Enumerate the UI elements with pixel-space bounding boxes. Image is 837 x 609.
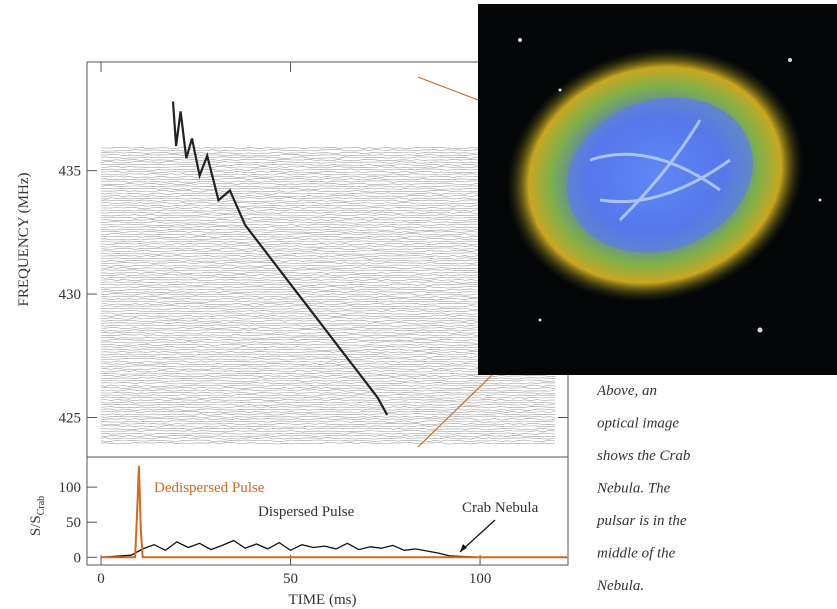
- annotation: Crab Nebula: [462, 500, 539, 516]
- y-tick-label: 435: [59, 164, 82, 180]
- y-tick-label: 430: [59, 287, 82, 303]
- caption-line: shows the Crab: [597, 448, 691, 464]
- caption-line: Nebula. The: [596, 481, 671, 497]
- y-axis-label-sub: Crab: [36, 496, 47, 515]
- x-axis-label: TIME (ms): [289, 592, 357, 608]
- caption-line: middle of the: [597, 546, 676, 562]
- y-tick-label: 425: [59, 411, 82, 427]
- y-tick-label: 100: [59, 480, 82, 496]
- caption-line: pulsar is in the: [596, 513, 687, 529]
- caption-line: Above, an: [596, 383, 657, 399]
- x-tick-label: 100: [469, 571, 492, 587]
- y-tick-label: 50: [66, 515, 81, 531]
- y-axis-label-main: S/S: [28, 515, 44, 536]
- caption-line: optical image: [597, 416, 679, 432]
- y-tick-label: 0: [74, 550, 82, 566]
- x-tick-label: 0: [97, 571, 105, 587]
- slide: 425 430 435 FREQUENCY (MHz) 0 50 100 0 50 100 TIME…: [0, 0, 837, 609]
- nebula-photo: [478, 4, 837, 375]
- legend-label: Dispersed Pulse: [258, 504, 355, 520]
- caption-line: Nebula.: [596, 578, 644, 594]
- legend-label: Dedispersed Pulse: [154, 480, 265, 496]
- x-tick-label: 50: [283, 571, 298, 587]
- y-axis-label: FREQUENCY (MHz): [16, 172, 32, 306]
